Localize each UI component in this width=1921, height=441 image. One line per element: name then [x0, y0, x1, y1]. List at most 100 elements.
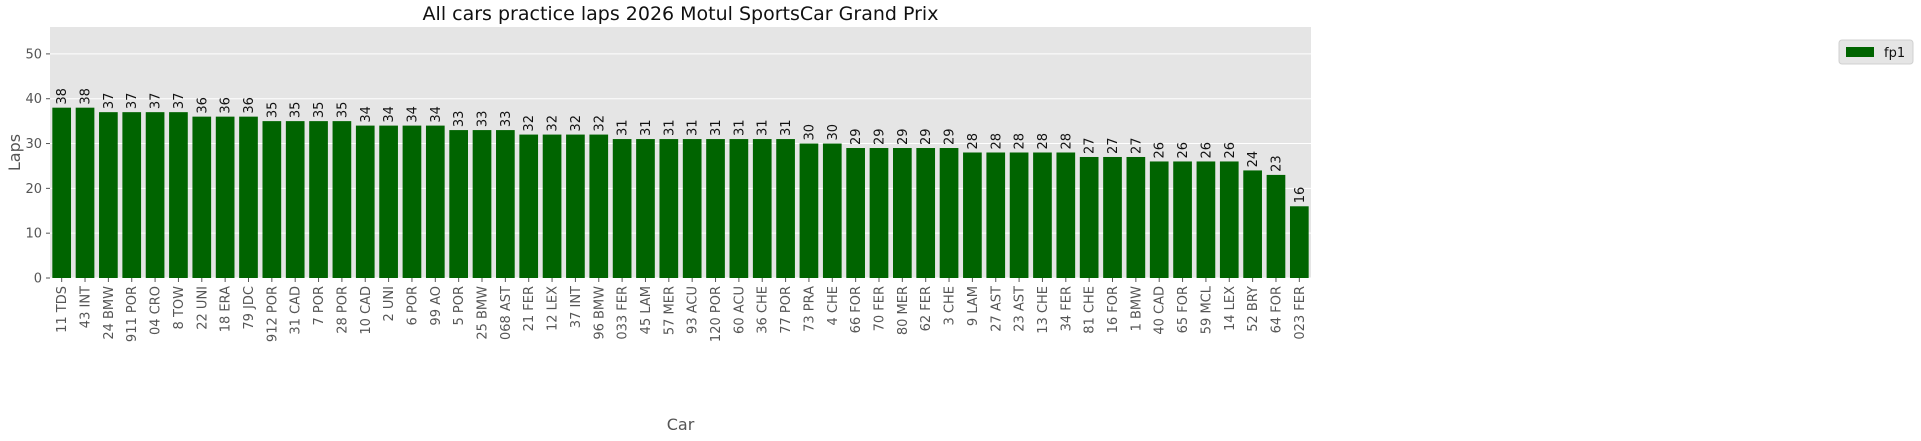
x-tick-label: 65 FOR: [1176, 286, 1191, 333]
chart-title: All cars practice laps 2026 Motul Sports…: [423, 3, 939, 25]
bar: [682, 139, 702, 278]
x-tick-label: 59 MCL: [1199, 285, 1214, 334]
x-tick-label: 27 AST: [989, 286, 1004, 332]
x-tick-label: 52 BRY: [1246, 286, 1261, 332]
bar: [589, 134, 609, 278]
x-tick-label: 4 CHE: [826, 286, 841, 325]
x-tick-label: 3 CHE: [943, 286, 958, 325]
x-tick-label: 12 LEX: [546, 286, 561, 331]
bar: [99, 112, 118, 279]
bar: [239, 116, 258, 279]
x-axis-ticks: 11 TDS 43 INT 24 BMW 911 POR 04 CRO 8 TOW 22 U…: [55, 278, 1308, 342]
bar-value-label: 16: [1293, 187, 1308, 204]
legend-label: fp1: [1884, 46, 1905, 61]
x-tick-label: 57 MER: [662, 286, 677, 335]
x-tick-label: 23 AST: [1013, 286, 1028, 332]
x-tick-label: 1 BMW: [1129, 286, 1144, 332]
bar: [776, 139, 795, 278]
x-tick-label: 5 POR: [452, 286, 467, 326]
bar: [52, 107, 72, 278]
bar: [262, 121, 282, 278]
x-tick-label: 16 FOR: [1106, 286, 1121, 333]
x-tick-label: 18 ERA: [219, 286, 234, 332]
bar: [332, 121, 352, 278]
bar-value-label: 33: [476, 111, 491, 128]
x-tick-label: 77 POR: [779, 286, 794, 334]
x-tick-label: 120 POR: [709, 286, 724, 342]
x-tick-label: 6 POR: [405, 286, 420, 326]
bar-value-label: 31: [616, 120, 631, 137]
x-tick-label: 068 AST: [499, 286, 514, 340]
bar-value-label: 32: [592, 115, 607, 132]
bar: [729, 139, 749, 278]
bar-value-label: 31: [686, 120, 701, 137]
bar: [1126, 156, 1146, 278]
bar-value-label: 31: [779, 120, 794, 137]
bar: [192, 116, 212, 279]
bar-value-label: 33: [499, 111, 514, 128]
bar: [893, 148, 912, 278]
bar-value-label: 31: [732, 120, 747, 137]
bar: [846, 148, 865, 278]
bar-value-label: 37: [125, 93, 140, 110]
x-tick-label: 60 ACU: [732, 286, 747, 334]
x-tick-label: 7 POR: [312, 286, 327, 326]
bar: [963, 152, 982, 278]
bar: [636, 139, 655, 278]
x-tick-label: 11 TDS: [55, 286, 70, 333]
bar-value-label: 36: [242, 97, 257, 114]
bar: [519, 134, 539, 278]
x-tick-label: 93 ACU: [686, 286, 701, 334]
bars: [52, 107, 1309, 279]
y-tick-label: 20: [25, 182, 42, 197]
y-tick-label: 30: [25, 137, 42, 152]
x-tick-label: 911 POR: [125, 286, 140, 342]
bar-value-label: 37: [102, 93, 117, 110]
bar: [822, 143, 842, 278]
x-tick-label: 28 POR: [335, 286, 350, 334]
bar: [752, 139, 772, 278]
x-tick-label: 31 CAD: [289, 286, 304, 335]
bar: [612, 139, 632, 278]
x-tick-label: 14 LEX: [1223, 286, 1238, 331]
bar-value-label: 36: [195, 97, 210, 114]
bar: [379, 125, 398, 278]
bar: [986, 152, 1006, 278]
bar: [659, 139, 679, 278]
x-tick-label: 25 BMW: [476, 286, 491, 340]
bar-value-label: 28: [989, 133, 1004, 150]
bar: [1219, 161, 1239, 278]
x-tick-label: 36 CHE: [756, 286, 771, 334]
bar: [145, 112, 165, 279]
bar: [496, 130, 515, 278]
bar-value-label: 28: [1059, 133, 1074, 150]
x-tick-label: 22 UNI: [195, 286, 210, 330]
bar: [309, 121, 328, 278]
bar-value-label: 28: [966, 133, 981, 150]
bar-value-label: 30: [802, 124, 817, 141]
x-tick-label: 96 BMW: [592, 286, 607, 340]
bar-value-label: 27: [1083, 137, 1098, 154]
x-tick-label: 43 INT: [79, 286, 94, 328]
bar: [215, 116, 235, 279]
bar-value-label: 30: [826, 124, 841, 141]
bar: [1266, 174, 1286, 278]
bar: [1033, 152, 1052, 278]
legend-box: [1838, 39, 1914, 65]
y-tick-label: 40: [25, 92, 42, 107]
x-tick-label: 24 BMW: [102, 286, 117, 340]
x-tick-label: 62 FER: [919, 286, 934, 331]
x-tick-label: 04 CRO: [149, 286, 164, 335]
legend-swatch: [1846, 47, 1874, 57]
x-axis-label: Car: [667, 415, 695, 434]
x-tick-label: 2 UNI: [382, 286, 397, 321]
bar: [425, 125, 445, 278]
bar: [799, 143, 819, 278]
bar: [1173, 161, 1192, 278]
bar: [355, 125, 375, 278]
bar-value-label: 26: [1199, 142, 1214, 159]
bar-value-label: 31: [639, 120, 654, 137]
bar: [1196, 161, 1216, 278]
bar: [169, 112, 188, 279]
bar: [1149, 161, 1169, 278]
